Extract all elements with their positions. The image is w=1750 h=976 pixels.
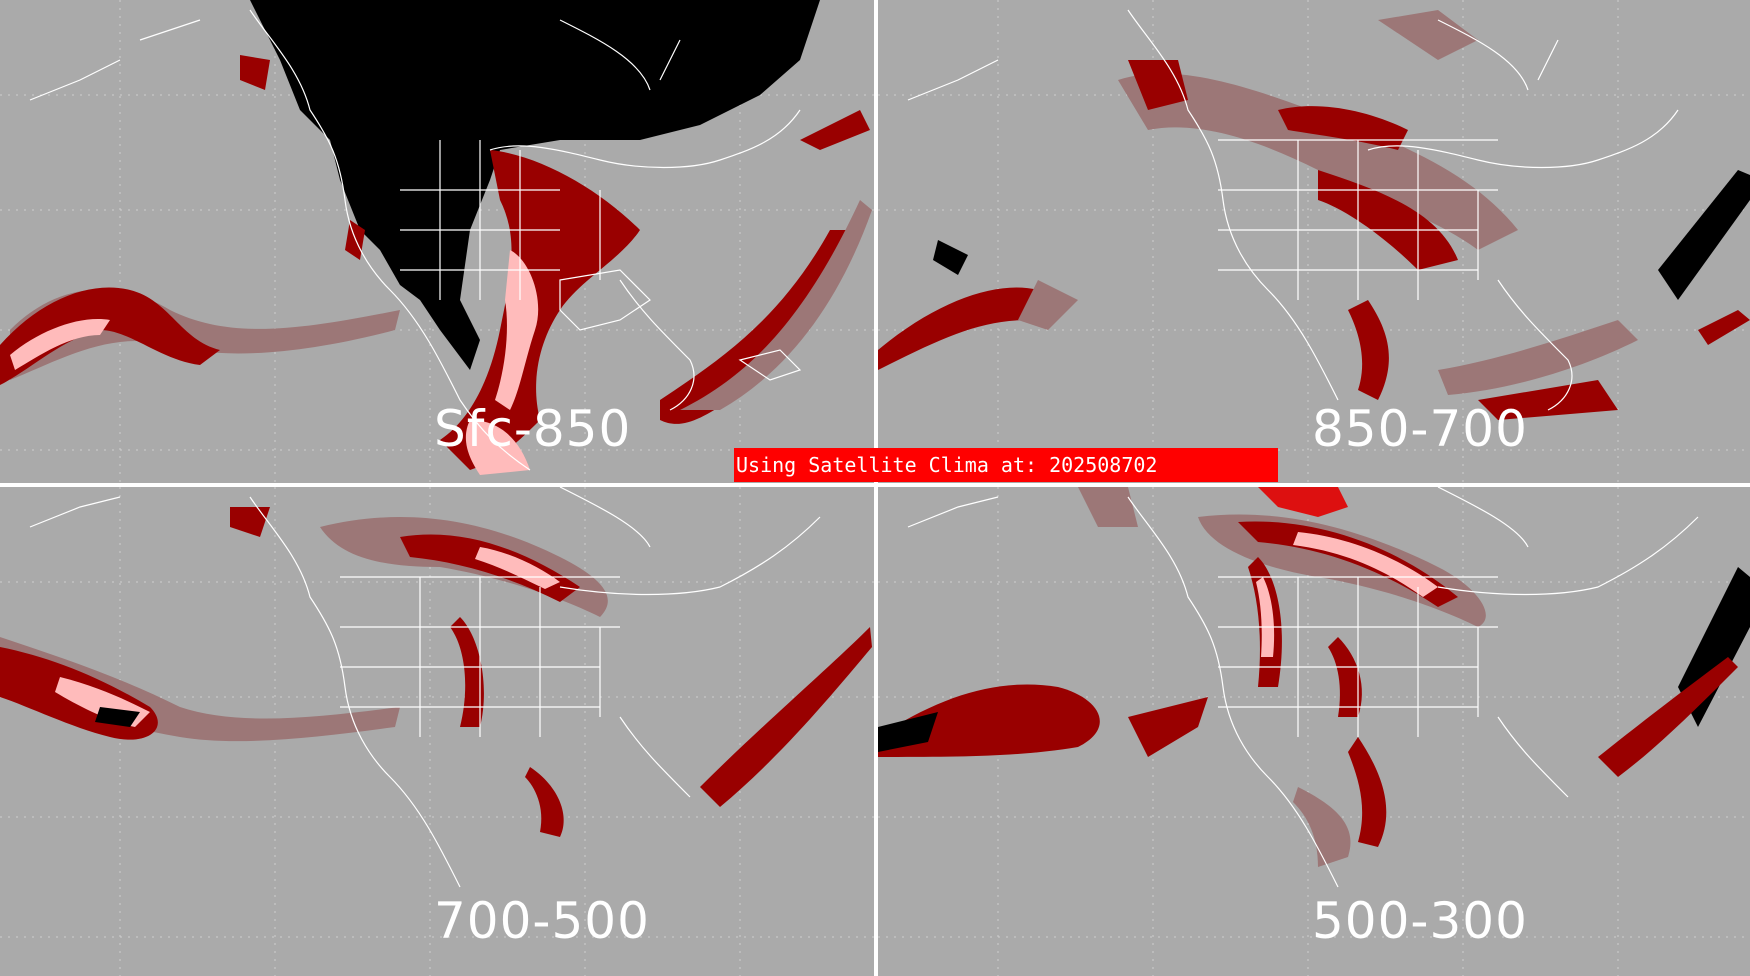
coastlines [29,487,821,888]
coastlines [907,487,1699,888]
panel-label: 700-500 [434,892,650,950]
panel-label: 850-700 [1312,400,1528,458]
panel-850-700: 850-700 [878,0,1750,483]
no-data-area [250,0,820,370]
moisture-field [878,10,1750,420]
moisture-field [0,55,872,475]
satellite-clima-banner: Using Satellite Clima at: 202508702 [734,448,1278,482]
vertical-divider [874,0,878,976]
coastlines [907,9,1679,411]
panel-700-500: 700-500 [0,487,874,976]
moisture-field [0,507,872,837]
panel-label: Sfc-850 [434,400,632,458]
map-sfc-850 [0,0,874,483]
coastlines [29,9,802,471]
moisture-field [878,487,1750,867]
map-700-500 [0,487,874,976]
panel-sfc-850: Sfc-850 [0,0,874,483]
horizontal-divider [0,483,1750,487]
panel-500-300: 500-300 [878,487,1750,976]
map-500-300 [878,487,1750,976]
panel-label: 500-300 [1312,892,1528,950]
